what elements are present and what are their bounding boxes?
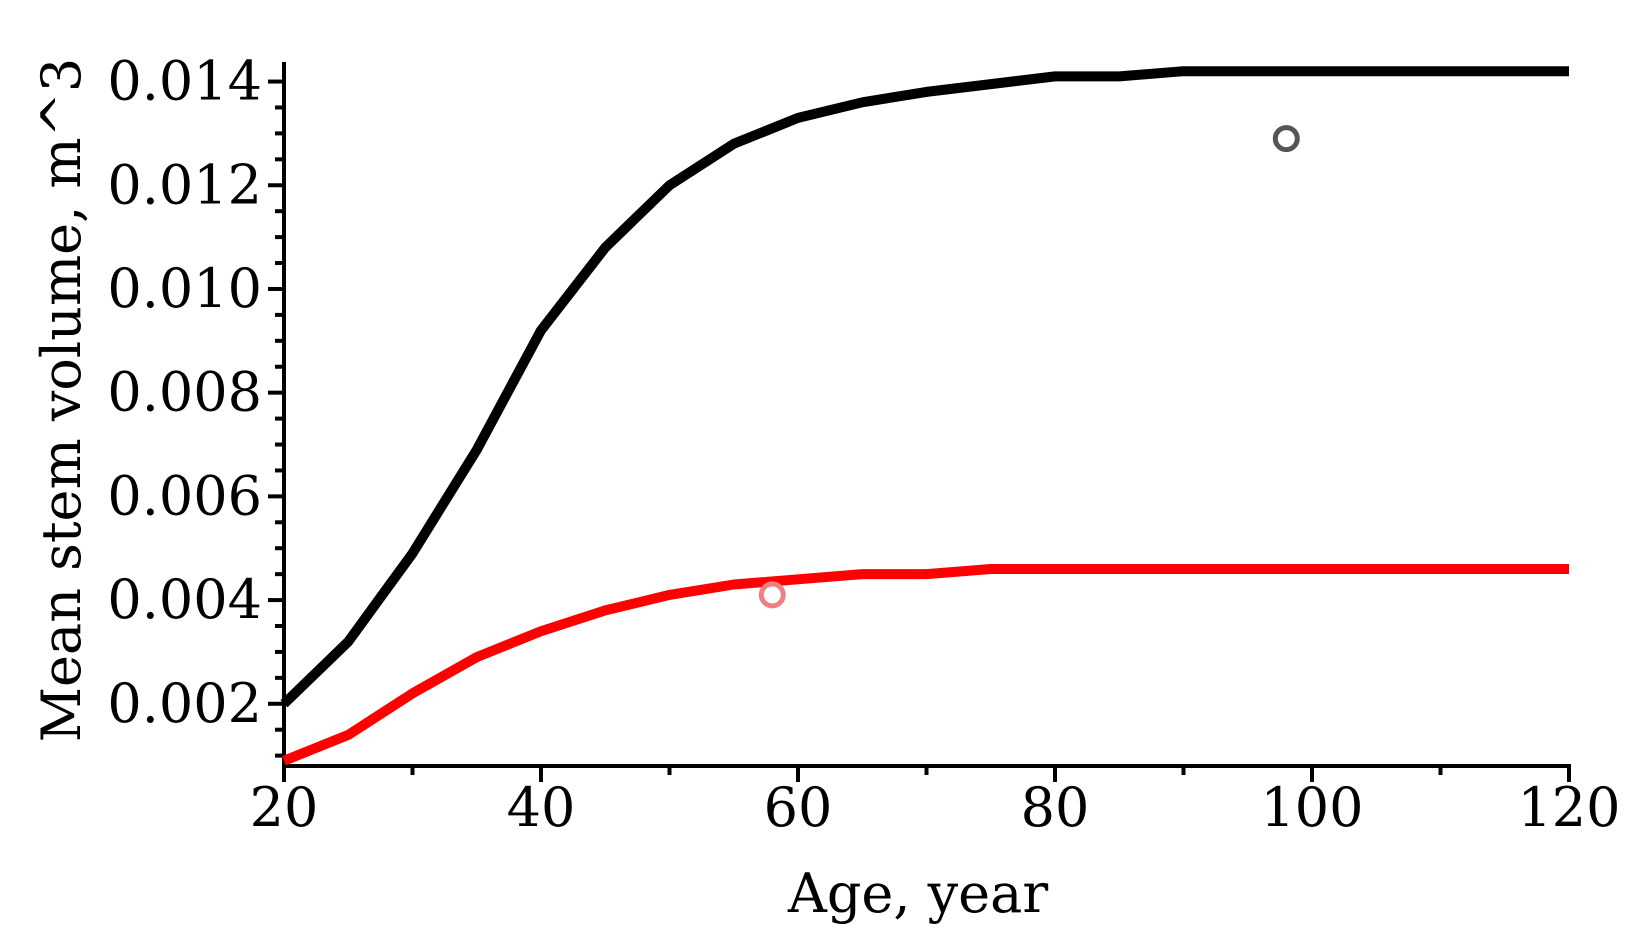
x-tick-label: 120 (1517, 776, 1620, 839)
axes (268, 62, 1571, 782)
x-tick-label: 20 (250, 776, 319, 839)
series-line-1 (280, 66, 1569, 708)
y-tick-label: 0.012 (107, 153, 262, 216)
observed-point-1 (1272, 125, 1300, 153)
x-tick-label: 100 (1260, 776, 1363, 839)
y-tick-label: 0.006 (107, 464, 262, 527)
points-layer (758, 125, 1300, 609)
series-line-2 (282, 564, 1569, 766)
y-tick-label: 0.002 (107, 672, 262, 735)
series-layer (280, 66, 1569, 766)
y-tick-label: 0.014 (107, 50, 262, 113)
y-tick-label: 0.008 (107, 361, 262, 424)
x-tick-label: 80 (1021, 776, 1090, 839)
observed-point-2 (758, 581, 786, 609)
x-tick-label: 60 (764, 776, 833, 839)
y-tick-label: 0.004 (107, 568, 262, 631)
y-tick-label: 0.010 (107, 257, 262, 320)
x-tick-label: 40 (507, 776, 576, 839)
y-axis-title: Mean stem volume, m^3 (30, 58, 93, 743)
x-axis-title: Age, year (787, 862, 1049, 925)
tick-labels: 20 40 60 80 100 120 0.002 0.004 0.006 0.008 0.010 0… (107, 50, 1620, 839)
